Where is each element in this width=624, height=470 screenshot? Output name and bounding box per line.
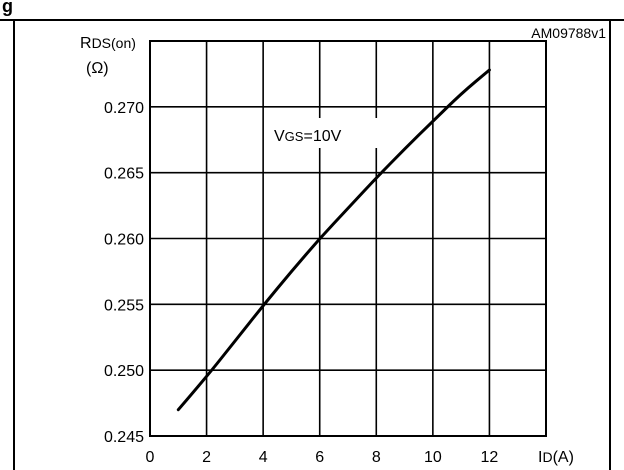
plot-area-border	[149, 40, 547, 437]
x-tick-label: 6	[315, 449, 324, 466]
y-axis-unit: (Ω)	[86, 60, 109, 77]
y-tick-label: 0.260	[104, 232, 144, 249]
y-axis-label-sub: DS(on)	[92, 35, 136, 51]
x-tick-label: 10	[424, 449, 442, 466]
y-tick-label: 0.250	[104, 363, 144, 380]
plot-border	[149, 40, 547, 437]
y-tick-label: 0.245	[104, 429, 144, 446]
y-axis-label: RDS(on)	[80, 35, 136, 52]
x-axis-label-main: I	[538, 449, 542, 466]
x-axis-label: ID(A)	[538, 449, 574, 466]
series-group	[176, 68, 491, 412]
x-tick-labels: 0 2 4 6 8 10 12	[146, 449, 499, 466]
annotation-background	[268, 118, 380, 148]
figure-code-label: AM09788v1	[531, 25, 606, 41]
y-axis-label-main: R	[80, 35, 92, 52]
series-line	[176, 68, 491, 412]
x-tick-label: 4	[259, 449, 268, 466]
y-tick-label: 0.270	[104, 100, 144, 117]
x-tick-label: 0	[146, 449, 155, 466]
annotation-label: VGS=10V	[274, 128, 342, 145]
x-axis-label-sub: D	[542, 449, 552, 465]
grid	[150, 41, 546, 436]
header-fragment: g	[2, 0, 13, 16]
y-tick-labels: 0.245 0.250 0.255 0.260 0.265 0.270	[104, 100, 144, 446]
annotation: VGS=10V	[268, 118, 380, 148]
x-axis-label-unit: (A)	[553, 449, 574, 466]
x-tick-label: 8	[372, 449, 381, 466]
y-tick-label: 0.265	[104, 166, 144, 183]
x-tick-label: 2	[202, 449, 211, 466]
annotation-sub: GS	[285, 129, 304, 144]
y-tick-label: 0.255	[104, 297, 144, 314]
annotation-main: V	[274, 128, 285, 145]
annotation-rest: =10V	[303, 128, 341, 145]
x-tick-label: 12	[481, 449, 499, 466]
